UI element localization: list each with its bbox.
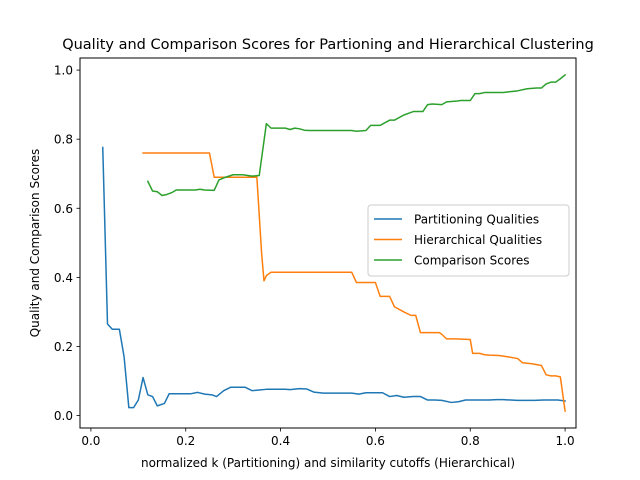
series-line-0: [101, 146, 566, 409]
y-tick-label: 0.0: [54, 409, 73, 423]
y-axis-label: Quality and Comparison Scores: [28, 149, 42, 338]
legend-label-0: Partitioning Qualities: [414, 213, 539, 227]
y-tick-label: 0.6: [54, 202, 73, 216]
legend-box: [367, 204, 570, 277]
chart-title: Quality and Comparison Scores for Partio…: [62, 37, 594, 53]
y-axis-ticks: 0.0 0.2 0.4 0.6 0.8 1.0: [54, 64, 80, 423]
plot-frame: [79, 57, 577, 429]
legend-label-2: Comparison Scores: [414, 254, 530, 268]
legend: Partitioning Qualities Hierarchical Quali…: [367, 204, 570, 277]
x-axis-label: normalized k (Partitioning) and similari…: [141, 456, 515, 470]
y-tick-label: 0.8: [54, 133, 73, 147]
x-tick-label: 1.0: [556, 434, 575, 448]
x-tick-label: 0.6: [366, 434, 385, 448]
series-line-2: [146, 73, 567, 197]
plot-area: 0.0 0.2 0.4 0.6 0.8 1.0 0.0 0.2 0.4 0.6 0.8 1.0: [54, 57, 577, 448]
y-tick-label: 1.0: [54, 64, 73, 78]
y-tick-label: 0.4: [54, 271, 73, 285]
x-tick-label: 0.4: [271, 434, 290, 448]
x-axis-ticks: 0.0 0.2 0.4 0.6 0.8 1.0: [81, 428, 575, 448]
y-tick-label: 0.2: [54, 340, 73, 354]
series-layer: [101, 73, 567, 412]
x-tick-label: 0.2: [176, 434, 195, 448]
x-tick-label: 0.8: [461, 434, 480, 448]
legend-label-1: Hierarchical Qualities: [414, 233, 542, 247]
x-tick-label: 0.0: [81, 434, 100, 448]
series-line-1: [142, 152, 566, 412]
